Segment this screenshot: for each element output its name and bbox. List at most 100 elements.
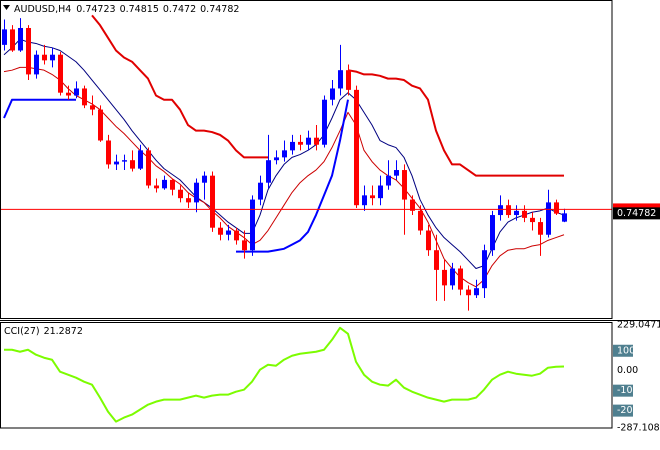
overlay-line: [3, 38, 565, 269]
candle-body: [506, 205, 511, 216]
chart-title: AUDUSD,H4 0.74723 0.74815 0.7472 0.74782: [14, 4, 239, 15]
symbol: AUDUSD,H4: [14, 4, 71, 15]
level-box: [613, 384, 633, 397]
candle-body: [114, 161, 119, 165]
candle-body: [514, 210, 519, 216]
candle-body: [2, 29, 7, 45]
candle-body: [394, 170, 399, 176]
candle-body: [442, 269, 447, 286]
candle-body: [154, 185, 159, 189]
indicator-line: [4, 326, 565, 423]
candle-body: [466, 289, 471, 296]
candle-body: [386, 175, 391, 186]
main-panel-border: [0, 0, 613, 319]
indicator-last: 21.2872: [44, 326, 83, 337]
candle-body: [522, 210, 527, 218]
y2-tick-label: -287.1086: [617, 423, 660, 434]
candle-body: [410, 199, 415, 211]
candle-body: [458, 268, 463, 290]
candle-body: [546, 202, 551, 235]
y2-tick-label: 100: [617, 345, 635, 356]
candle-body: [202, 175, 207, 183]
level-box: [613, 344, 633, 357]
candle-body: [290, 141, 295, 151]
candle-body: [42, 54, 47, 61]
y2-tick-label: -200: [617, 405, 639, 416]
candle-body: [370, 195, 375, 199]
candle-body: [482, 250, 487, 289]
candle-body: [474, 288, 479, 296]
candle-body: [162, 179, 167, 189]
candle-body: [322, 99, 327, 145]
candle-body: [490, 215, 495, 251]
level-box: [613, 404, 633, 417]
price-box: [613, 207, 660, 220]
candle-body: [170, 179, 175, 190]
candle-body: [138, 150, 143, 169]
candle-body: [314, 137, 319, 145]
candle-body: [178, 189, 183, 199]
candle-body: [186, 198, 191, 203]
candle-body: [450, 268, 455, 286]
candle-body: [122, 160, 127, 162]
overlay-line: [3, 66, 565, 288]
axis-layer: 0.74782 229.0471 100 0.00 -100 -200 -287.1086: [613, 203, 660, 434]
mark-layer: [1, 14, 612, 423]
candle-body: [66, 92, 71, 96]
candle-body: [418, 210, 423, 231]
candle-body: [562, 213, 567, 222]
candle-body: [34, 54, 39, 75]
last-low: 0.7472: [163, 4, 196, 15]
y2-tick-label: 0.00: [617, 365, 638, 376]
menu-arrow: [3, 5, 10, 10]
overlay-line: [3, 98, 349, 253]
candle-body: [434, 250, 439, 270]
candle-body: [554, 202, 559, 214]
candle-body: [378, 185, 383, 199]
y2-tick-label: -100: [617, 385, 639, 396]
last-close: 0.74782: [200, 4, 239, 15]
indicator-title: CCI(27) 21.2872: [4, 326, 83, 337]
candle-body: [210, 175, 215, 228]
candle-body: [426, 230, 431, 251]
candle-body: [530, 217, 535, 223]
candle-body: [58, 54, 63, 93]
candle-body: [274, 157, 279, 161]
candle-body: [250, 199, 255, 251]
candle-body: [538, 222, 543, 235]
candle-body: [50, 54, 55, 61]
candle-body: [306, 137, 311, 145]
y2-tick-label: 229.0471: [617, 320, 660, 331]
candle-body: [402, 170, 407, 200]
indicator-panel-border: [0, 322, 613, 429]
candle-body: [98, 109, 103, 141]
candle-body: [346, 70, 351, 90]
candle-body: [82, 88, 87, 106]
candle-body: [146, 150, 151, 186]
overlay-line: [91, 14, 564, 177]
candle-body: [194, 182, 199, 203]
candle-body: [258, 182, 263, 200]
candle-body: [298, 141, 303, 145]
candle-body: [362, 195, 367, 206]
candle-body: [242, 240, 247, 251]
candle-body: [226, 230, 231, 235]
candle-body: [234, 230, 239, 241]
candle-body: [498, 205, 503, 216]
candle-body: [330, 88, 335, 100]
candle-body: [266, 160, 271, 183]
last-high: 0.74815: [120, 4, 159, 15]
candle-body: [26, 27, 31, 75]
candle-body: [130, 160, 135, 169]
candle-body: [10, 29, 15, 51]
candle-body: [218, 227, 223, 235]
indicator-name: CCI(27): [4, 326, 40, 337]
last-open: 0.74723: [76, 4, 115, 15]
candle-body: [338, 70, 343, 89]
candle-body: [106, 140, 111, 165]
candle-body: [282, 150, 287, 158]
current-price: 0.74782: [617, 208, 656, 219]
